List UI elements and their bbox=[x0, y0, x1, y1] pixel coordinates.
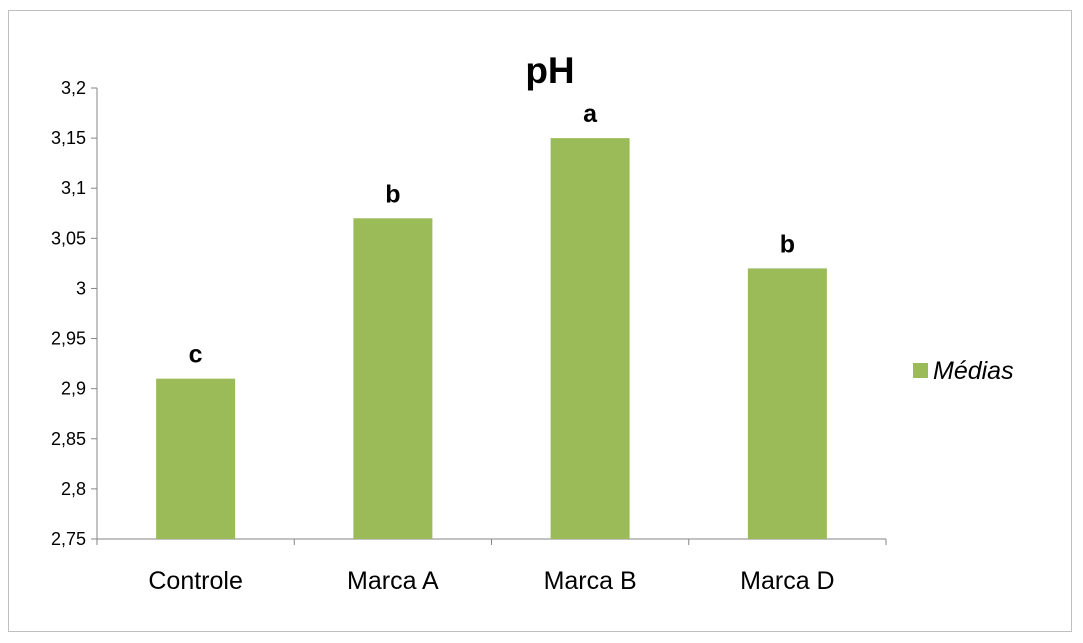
y-tick-label: 3,1 bbox=[61, 178, 86, 198]
data-labels: c b a b bbox=[189, 100, 795, 369]
y-tick-label: 3,15 bbox=[51, 128, 86, 148]
data-label: c bbox=[189, 341, 203, 369]
legend-swatch bbox=[913, 363, 928, 378]
bar bbox=[156, 378, 236, 539]
axes: 2,75 2,8 2,85 2,9 2,95 3 3,05 3,1 3,15 3,2 Control… bbox=[51, 78, 887, 595]
x-tick-label: Marca B bbox=[544, 567, 637, 595]
y-tick-label: 2,85 bbox=[51, 429, 86, 449]
y-tick-label: 3,2 bbox=[61, 78, 86, 98]
y-tick-label: 3 bbox=[76, 278, 86, 298]
x-tick-label: Marca A bbox=[347, 567, 439, 595]
y-tick-label: 2,75 bbox=[51, 529, 86, 549]
legend-label-medias: Médias bbox=[933, 357, 1014, 385]
y-tick-label: 3,05 bbox=[51, 228, 86, 248]
data-label: a bbox=[583, 100, 598, 128]
data-label: b bbox=[385, 180, 400, 208]
bar bbox=[747, 268, 827, 539]
y-tick-label: 2,95 bbox=[51, 329, 86, 349]
x-tick-label: Controle bbox=[148, 567, 243, 595]
x-tick-label: Marca D bbox=[740, 567, 834, 595]
data-label: b bbox=[780, 230, 795, 258]
y-tick-label: 2,9 bbox=[61, 379, 86, 399]
y-tick-label: 2,8 bbox=[61, 479, 86, 499]
bars bbox=[156, 138, 827, 540]
legend: Médias bbox=[913, 357, 1014, 385]
bar bbox=[353, 218, 433, 540]
bar bbox=[550, 138, 630, 539]
chart-title: pH bbox=[525, 50, 574, 91]
